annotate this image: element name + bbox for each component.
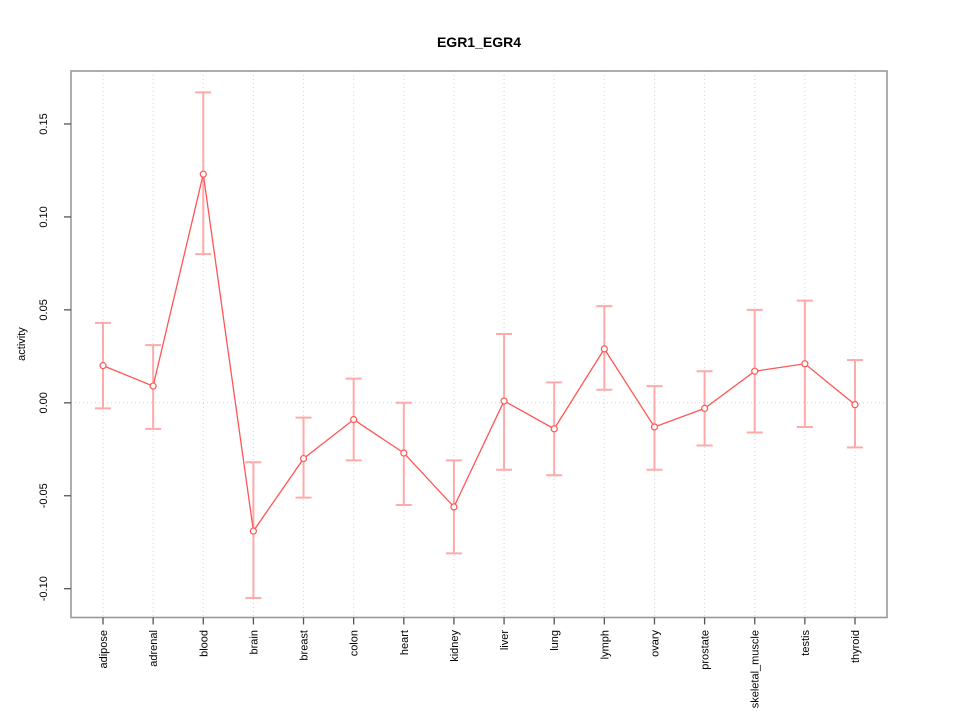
- gridlines-layer: [71, 71, 887, 618]
- y-tick-label: 0.15: [38, 113, 50, 134]
- data-point-marker: [650, 423, 659, 431]
- x-tick-label: lymph: [599, 630, 611, 659]
- data-point-marker: [851, 401, 859, 409]
- data-point-marker: [199, 170, 207, 178]
- data-point-marker: [751, 367, 759, 375]
- data-point-marker: [249, 527, 257, 535]
- y-tick-label: -0.05: [38, 483, 50, 508]
- data-point-marker: [350, 415, 358, 424]
- data-point-marker: [801, 360, 809, 368]
- plot-border: [70, 70, 888, 619]
- data-point-marker: [550, 425, 558, 433]
- x-tick-label: skeletal_muscle: [750, 630, 762, 708]
- y-tick-label: 0.10: [38, 206, 50, 227]
- series-layer: [99, 170, 859, 535]
- x-tick-label: colon: [349, 630, 361, 656]
- y-tick-label: 0.05: [38, 299, 50, 320]
- x-tick-label: lung: [549, 630, 561, 651]
- x-tick-label: heart: [399, 630, 411, 655]
- data-point-marker: [400, 449, 408, 457]
- data-point-marker: [600, 345, 608, 353]
- data-point-marker: [700, 404, 709, 412]
- data-point-marker: [450, 503, 458, 511]
- x-tick-label: kidney: [449, 630, 461, 662]
- x-tick-label: testis: [800, 630, 812, 656]
- x-tick-label: adrenal: [148, 630, 160, 667]
- x-tick-label: breast: [299, 630, 311, 661]
- data-point-marker: [149, 382, 157, 390]
- error-bars-layer: [95, 91, 863, 599]
- series-line: [102, 174, 856, 533]
- y-axis-label: activity: [16, 327, 28, 361]
- axes-layer: -0.10 -0.05 0.00 0.05 0.10 0.15 adipose adrenal…: [38, 70, 888, 708]
- x-tick-label: blood: [198, 630, 210, 657]
- x-tick-label: thyroid: [850, 630, 862, 663]
- data-point-marker: [500, 397, 508, 405]
- chart-title: EGR1_EGR4: [437, 34, 521, 50]
- x-tick-label: brain: [248, 630, 260, 654]
- data-point-marker: [99, 362, 107, 370]
- y-tick-label: 0.00: [38, 392, 50, 413]
- x-tick-label: ovary: [649, 630, 661, 657]
- x-tick-label: liver: [499, 630, 511, 651]
- data-point-marker: [299, 454, 308, 463]
- y-tick-label: -0.10: [38, 576, 50, 601]
- x-tick-label: adipose: [98, 630, 110, 669]
- x-tick-label: prostate: [700, 630, 712, 670]
